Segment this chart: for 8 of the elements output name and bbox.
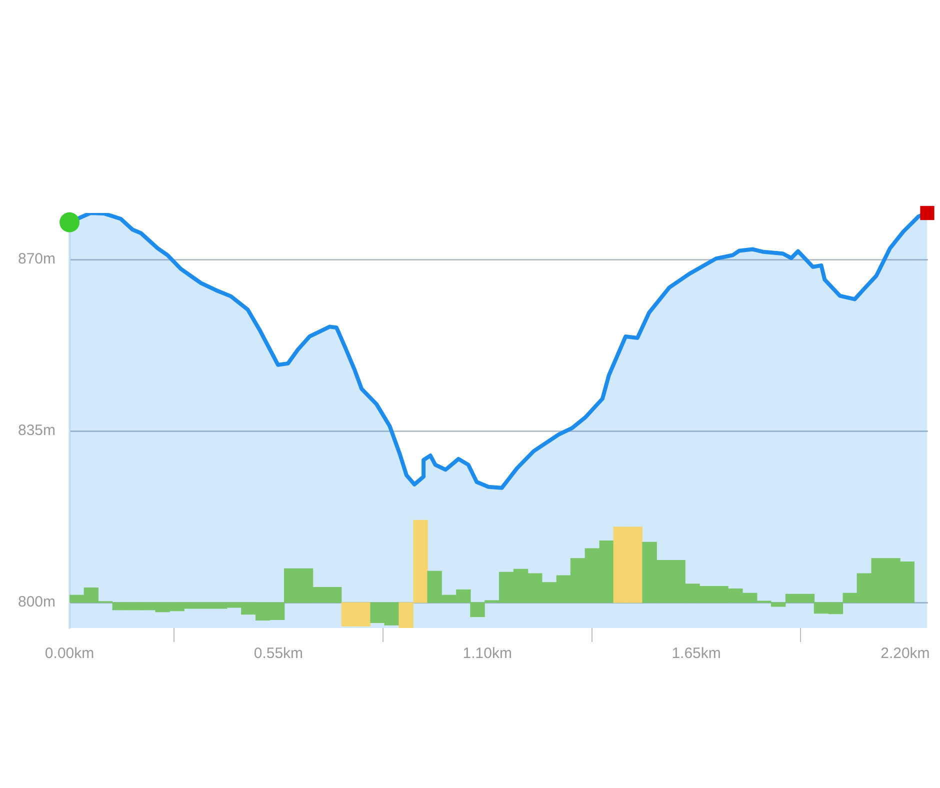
- x-tick-label: 1.65km: [672, 645, 721, 662]
- y-tick-label: 835m: [18, 422, 56, 440]
- y-tick-label: 870m: [18, 250, 56, 268]
- x-tick-label: 1.10km: [462, 645, 512, 662]
- y-tick-label: 800m: [18, 594, 56, 611]
- x-tick-label: 0.00km: [44, 645, 94, 662]
- x-tick-label: 0.55km: [254, 645, 304, 662]
- x-tick-label: 2.20km: [880, 645, 930, 662]
